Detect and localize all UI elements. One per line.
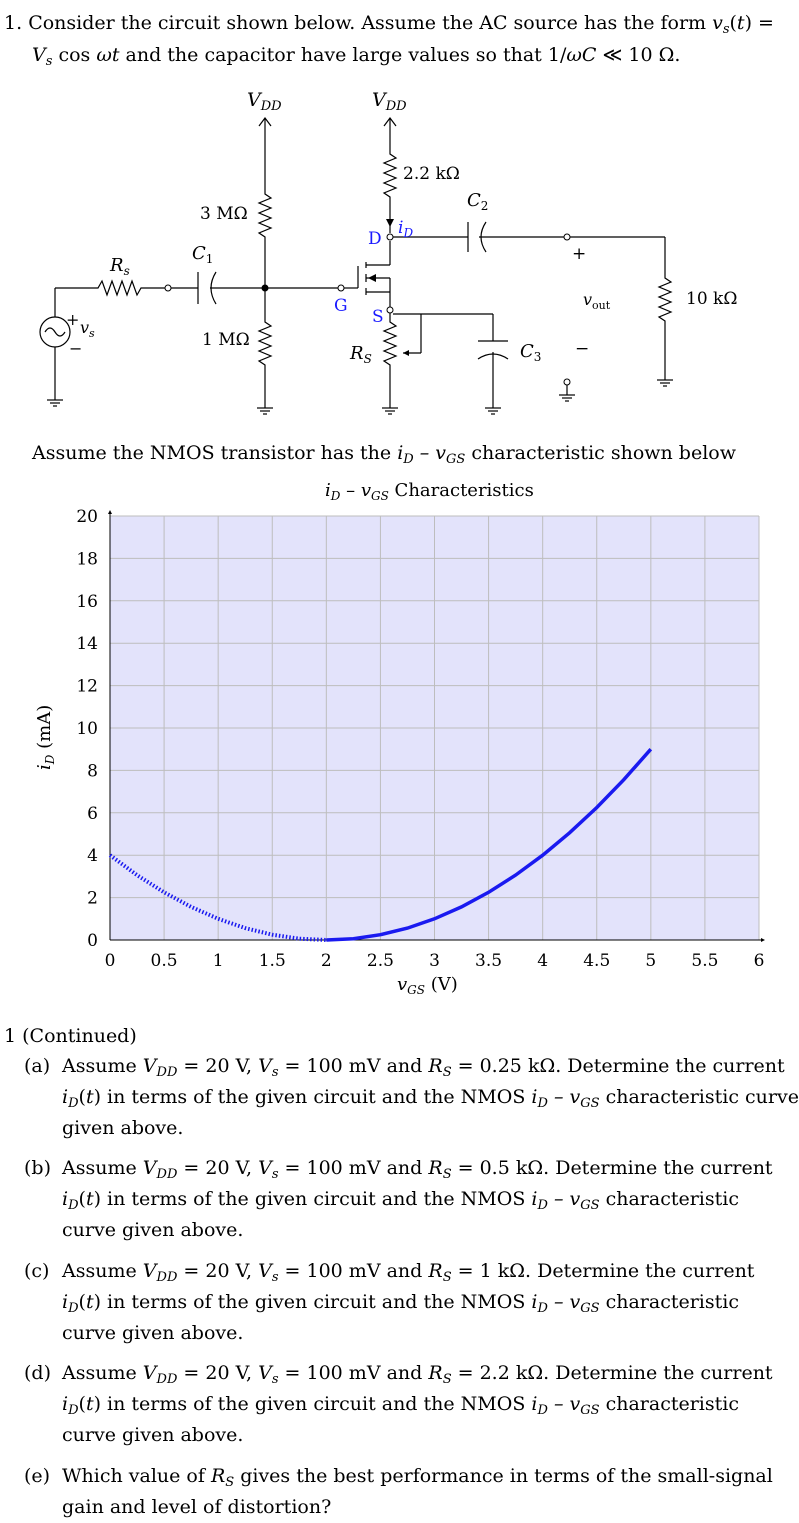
x-tick-label: 4 xyxy=(537,951,548,971)
gate-terminal-label: G xyxy=(334,296,348,316)
id-current-label: iD xyxy=(398,218,413,240)
question-label: (c) xyxy=(24,1260,50,1282)
drain-terminal-label: D xyxy=(368,229,382,249)
x-tick-label: 5 xyxy=(645,951,656,971)
x-tick-label: 6 xyxy=(754,951,765,971)
problem-intro-line1: 1. Consider the circuit shown below. Ass… xyxy=(4,12,774,37)
y-axis-arrow xyxy=(108,510,112,514)
load-resistor-label: 10 kΩ xyxy=(686,289,737,309)
y-tick-label: 2 xyxy=(87,889,98,909)
cap1-label: C1 xyxy=(192,243,213,266)
Vs-symbol: Vs xyxy=(32,44,53,69)
vs-source-label: vs xyxy=(80,318,95,340)
y-tick-label: 4 xyxy=(87,846,98,866)
vdd-label-right: VDD xyxy=(372,89,407,114)
y-tick-label: 10 xyxy=(76,719,98,739)
rs-value: 1 kΩ xyxy=(479,1260,525,1282)
problem-number: 1. xyxy=(4,12,23,34)
drain-resistor-label: 2.2 kΩ xyxy=(403,164,460,184)
assume-nmos-text: Assume the NMOS transistor has the iD – … xyxy=(32,438,736,469)
question-label: (d) xyxy=(24,1362,51,1384)
rs-value: 2.2 kΩ xyxy=(479,1362,544,1384)
cap2-label: C2 xyxy=(467,190,488,213)
y-tick-label: 8 xyxy=(87,761,98,781)
curve-solid xyxy=(326,748,653,942)
rs-value: 0.25 kΩ xyxy=(479,1055,556,1077)
x-tick-label: 0 xyxy=(105,951,116,971)
x-tick-label: 0.5 xyxy=(151,951,178,971)
vout-minus-sign: − xyxy=(575,339,589,359)
source-plus-sign: + xyxy=(66,310,79,329)
id-vgs-symbol: iD – vGS xyxy=(397,442,466,467)
question-label: (e) xyxy=(24,1465,51,1487)
y-tick-label: 18 xyxy=(76,549,98,569)
omega-c: ωC xyxy=(566,44,597,66)
x-tick-label: 2.5 xyxy=(367,951,394,971)
source-minus-sign: − xyxy=(69,339,82,358)
id-vgs-chart: iD – vGS Characteristics 0 0.5 1 1.5 2 2.5 3 3.… xyxy=(34,480,765,997)
intro-text: Consider the circuit shown below. Assume… xyxy=(28,12,707,34)
x-tick-label: 5.5 xyxy=(691,951,718,971)
x-tick-label: 3 xyxy=(429,951,440,971)
y-tick-label: 6 xyxy=(87,804,98,824)
intro-text-b: and the capacitor have large values so t… xyxy=(125,44,567,66)
vout-label: vout xyxy=(583,290,611,312)
cos-word: cos xyxy=(58,44,91,66)
problem-intro-line2: Vs cos ωt and the capacitor have large v… xyxy=(32,40,680,71)
curve-dotted xyxy=(108,853,327,942)
question-label: (b) xyxy=(24,1157,51,1179)
y-tick-label: 16 xyxy=(76,592,98,612)
assume-tail: characteristic shown below xyxy=(471,442,736,464)
x-tick-label: 2 xyxy=(321,951,332,971)
y-tick-label: 0 xyxy=(87,931,98,951)
chart-title: iD – vGS Characteristics xyxy=(325,480,534,503)
source-resistor-label: RS xyxy=(349,343,372,366)
y-tick-label: 14 xyxy=(76,634,98,654)
assume-text: Assume the NMOS transistor has the xyxy=(32,442,392,464)
bias-bottom-resistor-label: 1 MΩ xyxy=(202,330,250,350)
axes xyxy=(108,510,765,942)
x-tick-label: 1 xyxy=(213,951,224,971)
x-axis-label: vGS (V) xyxy=(397,974,458,997)
source-terminal-label: S xyxy=(372,307,384,327)
bias-top-resistor-label: 3 MΩ xyxy=(200,204,248,224)
rs-value: 0.5 kΩ xyxy=(479,1157,544,1179)
series-group xyxy=(108,748,653,942)
x-tick-label: 4.5 xyxy=(583,951,610,971)
intro-text-c: ≪ 10 Ω. xyxy=(602,44,681,66)
vdd-label-left: VDD xyxy=(247,89,282,114)
x-tick-label: 1.5 xyxy=(259,951,286,971)
omega-t: ωt xyxy=(96,44,120,66)
x-axis-arrow xyxy=(761,938,765,942)
vs-symbol: vs xyxy=(712,12,730,37)
continued-heading: 1 (Continued) xyxy=(4,1025,137,1047)
series-resistor-label: Rs xyxy=(109,255,130,278)
circuit-diagram: VDD VDD 2.2 kΩ 3 MΩ 1 MΩ Rs C1 C2 C3 RS … xyxy=(39,89,737,415)
y-axis-label: iD (mA) xyxy=(34,705,57,770)
question-label: (a) xyxy=(24,1055,51,1077)
y-tick-labels: 0 2 4 6 8 10 12 14 16 18 20 xyxy=(76,507,98,951)
x-tick-label: 3.5 xyxy=(475,951,502,971)
y-tick-label: 12 xyxy=(76,677,98,697)
y-tick-label: 20 xyxy=(76,507,98,527)
vout-plus-sign: + xyxy=(572,244,586,264)
x-tick-labels: 0 0.5 1 1.5 2 2.5 3 3.5 4 4.5 5 5.5 6 xyxy=(105,951,765,971)
cap3-label: C3 xyxy=(520,341,541,364)
